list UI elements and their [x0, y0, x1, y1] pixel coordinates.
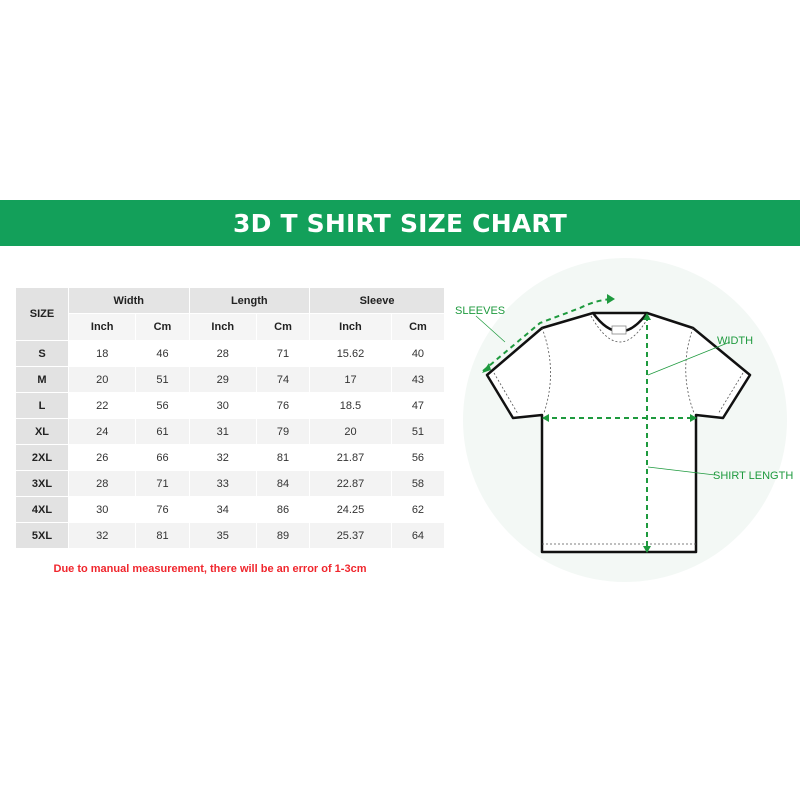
shirt-length-label: SHIRT LENGTH [713, 470, 793, 482]
value-cell: 71 [136, 471, 189, 496]
value-cell: 18 [69, 341, 136, 366]
value-cell: 47 [391, 393, 444, 418]
unit-header: Cm [256, 314, 310, 340]
value-cell: 33 [189, 471, 256, 496]
value-cell: 40 [391, 341, 444, 366]
width-header: Width [69, 288, 189, 313]
width-label: WIDTH [717, 335, 753, 347]
size-cell: XL [16, 419, 68, 444]
value-cell: 17 [310, 367, 391, 392]
unit-header: Cm [136, 314, 189, 340]
unit-header: Cm [391, 314, 444, 340]
value-cell: 35 [189, 523, 256, 548]
value-cell: 21.87 [310, 445, 391, 470]
value-cell: 34 [189, 497, 256, 522]
value-cell: 76 [256, 393, 310, 418]
length-header: Length [189, 288, 310, 313]
table-row: L 22 56 30 76 18.5 47 [16, 393, 444, 418]
value-cell: 58 [391, 471, 444, 496]
table-row: S 18 46 28 71 15.62 40 [16, 341, 444, 366]
value-cell: 71 [256, 341, 310, 366]
value-cell: 30 [69, 497, 136, 522]
value-cell: 89 [256, 523, 310, 548]
value-cell: 32 [189, 445, 256, 470]
size-cell: S [16, 341, 68, 366]
value-cell: 81 [136, 523, 189, 548]
value-cell: 76 [136, 497, 189, 522]
value-cell: 51 [391, 419, 444, 444]
value-cell: 18.5 [310, 393, 391, 418]
value-cell: 28 [189, 341, 256, 366]
value-cell: 24.25 [310, 497, 391, 522]
value-cell: 79 [256, 419, 310, 444]
value-cell: 81 [256, 445, 310, 470]
size-header: SIZE [16, 288, 68, 340]
unit-header: Inch [189, 314, 256, 340]
size-cell: 4XL [16, 497, 68, 522]
table-row: 3XL 28 71 33 84 22.87 58 [16, 471, 444, 496]
value-cell: 43 [391, 367, 444, 392]
value-cell: 84 [256, 471, 310, 496]
value-cell: 64 [391, 523, 444, 548]
size-cell: 3XL [16, 471, 68, 496]
stitching [493, 315, 744, 545]
value-cell: 74 [256, 367, 310, 392]
unit-header: Inch [69, 314, 136, 340]
label-leaders [475, 315, 731, 476]
sleeves-label: SLEEVES [455, 305, 505, 317]
sleeve-header: Sleeve [310, 288, 444, 313]
value-cell: 51 [136, 367, 189, 392]
value-cell: 20 [310, 419, 391, 444]
value-cell: 29 [189, 367, 256, 392]
value-cell: 56 [136, 393, 189, 418]
page-title: 3D T SHIRT SIZE CHART [233, 208, 567, 238]
table-row: XL 24 61 31 79 20 51 [16, 419, 444, 444]
title-banner: 3D T SHIRT SIZE CHART [0, 200, 800, 246]
value-cell: 56 [391, 445, 444, 470]
value-cell: 46 [136, 341, 189, 366]
size-cell: M [16, 367, 68, 392]
unit-header: Inch [310, 314, 391, 340]
size-cell: 5XL [16, 523, 68, 548]
tag-icon [611, 325, 627, 335]
value-cell: 30 [189, 393, 256, 418]
measurement-note: Due to manual measurement, there will be… [53, 563, 367, 575]
size-table: SIZE Width Length Sleeve Inch Cm Inch Cm… [15, 287, 445, 549]
value-cell: 22 [69, 393, 136, 418]
arrow-heads [482, 294, 697, 553]
value-cell: 66 [136, 445, 189, 470]
value-cell: 86 [256, 497, 310, 522]
table-row: 2XL 26 66 32 81 21.87 56 [16, 445, 444, 470]
value-cell: 32 [69, 523, 136, 548]
table-row: 4XL 30 76 34 86 24.25 62 [16, 497, 444, 522]
value-cell: 24 [69, 419, 136, 444]
size-cell: 2XL [16, 445, 68, 470]
value-cell: 28 [69, 471, 136, 496]
table-row: M 20 51 29 74 17 43 [16, 367, 444, 392]
value-cell: 26 [69, 445, 136, 470]
value-cell: 22.87 [310, 471, 391, 496]
value-cell: 31 [189, 419, 256, 444]
table-row: 5XL 32 81 35 89 25.37 64 [16, 523, 444, 548]
value-cell: 25.37 [310, 523, 391, 548]
value-cell: 15.62 [310, 341, 391, 366]
size-cell: L [16, 393, 68, 418]
value-cell: 62 [391, 497, 444, 522]
value-cell: 61 [136, 419, 189, 444]
value-cell: 20 [69, 367, 136, 392]
